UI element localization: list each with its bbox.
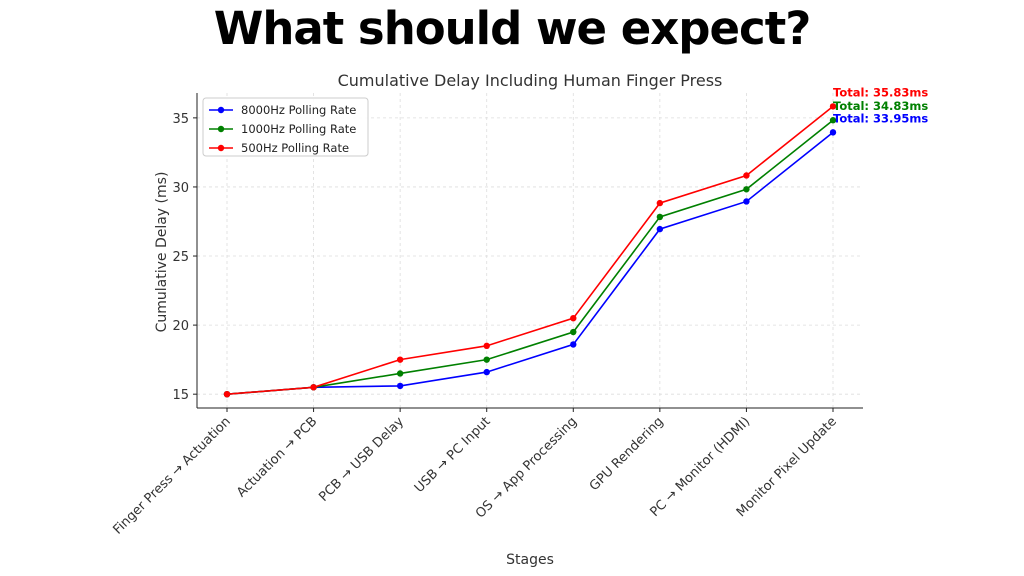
legend-label: 8000Hz Polling Rate: [241, 103, 356, 117]
data-point: [656, 199, 664, 207]
x-tick-label: OS → App Processing: [473, 414, 580, 521]
data-point: [396, 382, 404, 390]
data-point: [829, 117, 837, 124]
total-label: Total: 34.83ms: [833, 99, 928, 113]
slide-title: What should we expect?: [213, 2, 812, 55]
legend: 8000Hz Polling Rate 1000Hz Polling Rate 50…: [202, 97, 369, 157]
y-tick-label: 30: [172, 181, 189, 196]
data-point: [310, 384, 317, 391]
data-point: [570, 314, 577, 322]
series-line: [223, 103, 837, 398]
grid-lines: [197, 93, 863, 408]
x-tick-label: USB → PC Input: [412, 414, 494, 496]
total-label: Total: 35.83ms: [833, 85, 928, 99]
legend-box: [202, 97, 369, 157]
x-axis-ticks: Finger Press → Actuation Actuation → PCBP…: [110, 408, 840, 538]
data-point: [656, 213, 664, 221]
x-tick-label: GPU Rendering: [587, 414, 667, 494]
y-axis-ticks: 15 20 25 30 35: [172, 112, 197, 403]
legend-swatch-marker: [217, 144, 225, 152]
y-axis-label: Cumulative Delay (ms): [154, 172, 170, 333]
y-tick-label: 35: [172, 112, 189, 127]
legend-item: 1000Hz Polling Rate: [209, 122, 356, 136]
y-tick-label: 20: [172, 319, 189, 334]
series-path: [226, 105, 834, 395]
legend-label: 1000Hz Polling Rate: [241, 122, 356, 136]
data-point: [396, 370, 404, 377]
data-point: [743, 186, 750, 193]
data-point: [223, 390, 231, 398]
axes: [196, 93, 863, 409]
data-point: [570, 328, 577, 336]
data-point: [570, 341, 577, 348]
data-point: [743, 198, 750, 205]
series-line: [223, 117, 837, 398]
data-point: [483, 342, 490, 350]
data-point: [396, 356, 404, 363]
y-tick-label: 25: [172, 250, 189, 265]
series-line: [223, 129, 837, 398]
x-tick-label: PCB → USB Delay: [316, 414, 407, 505]
total-label: Total: 33.95ms: [833, 111, 928, 125]
chart-title: Cumulative Delay Including Human Finger …: [338, 71, 723, 90]
data-point: [656, 225, 664, 233]
legend-swatch-marker: [217, 125, 225, 133]
legend-label: 500Hz Polling Rate: [241, 141, 349, 155]
data-point: [483, 356, 490, 363]
x-axis-label: Stages: [506, 552, 554, 568]
legend-swatch-marker: [217, 106, 225, 114]
data-point: [829, 103, 837, 110]
x-tick-label: Actuation → PCB: [234, 414, 320, 500]
data-point: [743, 172, 750, 179]
data-point: [829, 129, 837, 136]
x-tick-label: Finger Press → Actuation: [110, 414, 233, 537]
x-tick-label: Monitor Pixel Update: [734, 414, 840, 520]
data-point: [483, 368, 490, 376]
legend-item: 500Hz Polling Rate: [209, 141, 349, 155]
series-path: [226, 131, 834, 395]
series-path: [226, 119, 834, 395]
x-tick-label: PC → Monitor (HDMI): [647, 414, 753, 520]
y-tick-label: 15: [172, 388, 189, 403]
series-group: [223, 103, 837, 398]
legend-item: 8000Hz Polling Rate: [209, 103, 356, 117]
